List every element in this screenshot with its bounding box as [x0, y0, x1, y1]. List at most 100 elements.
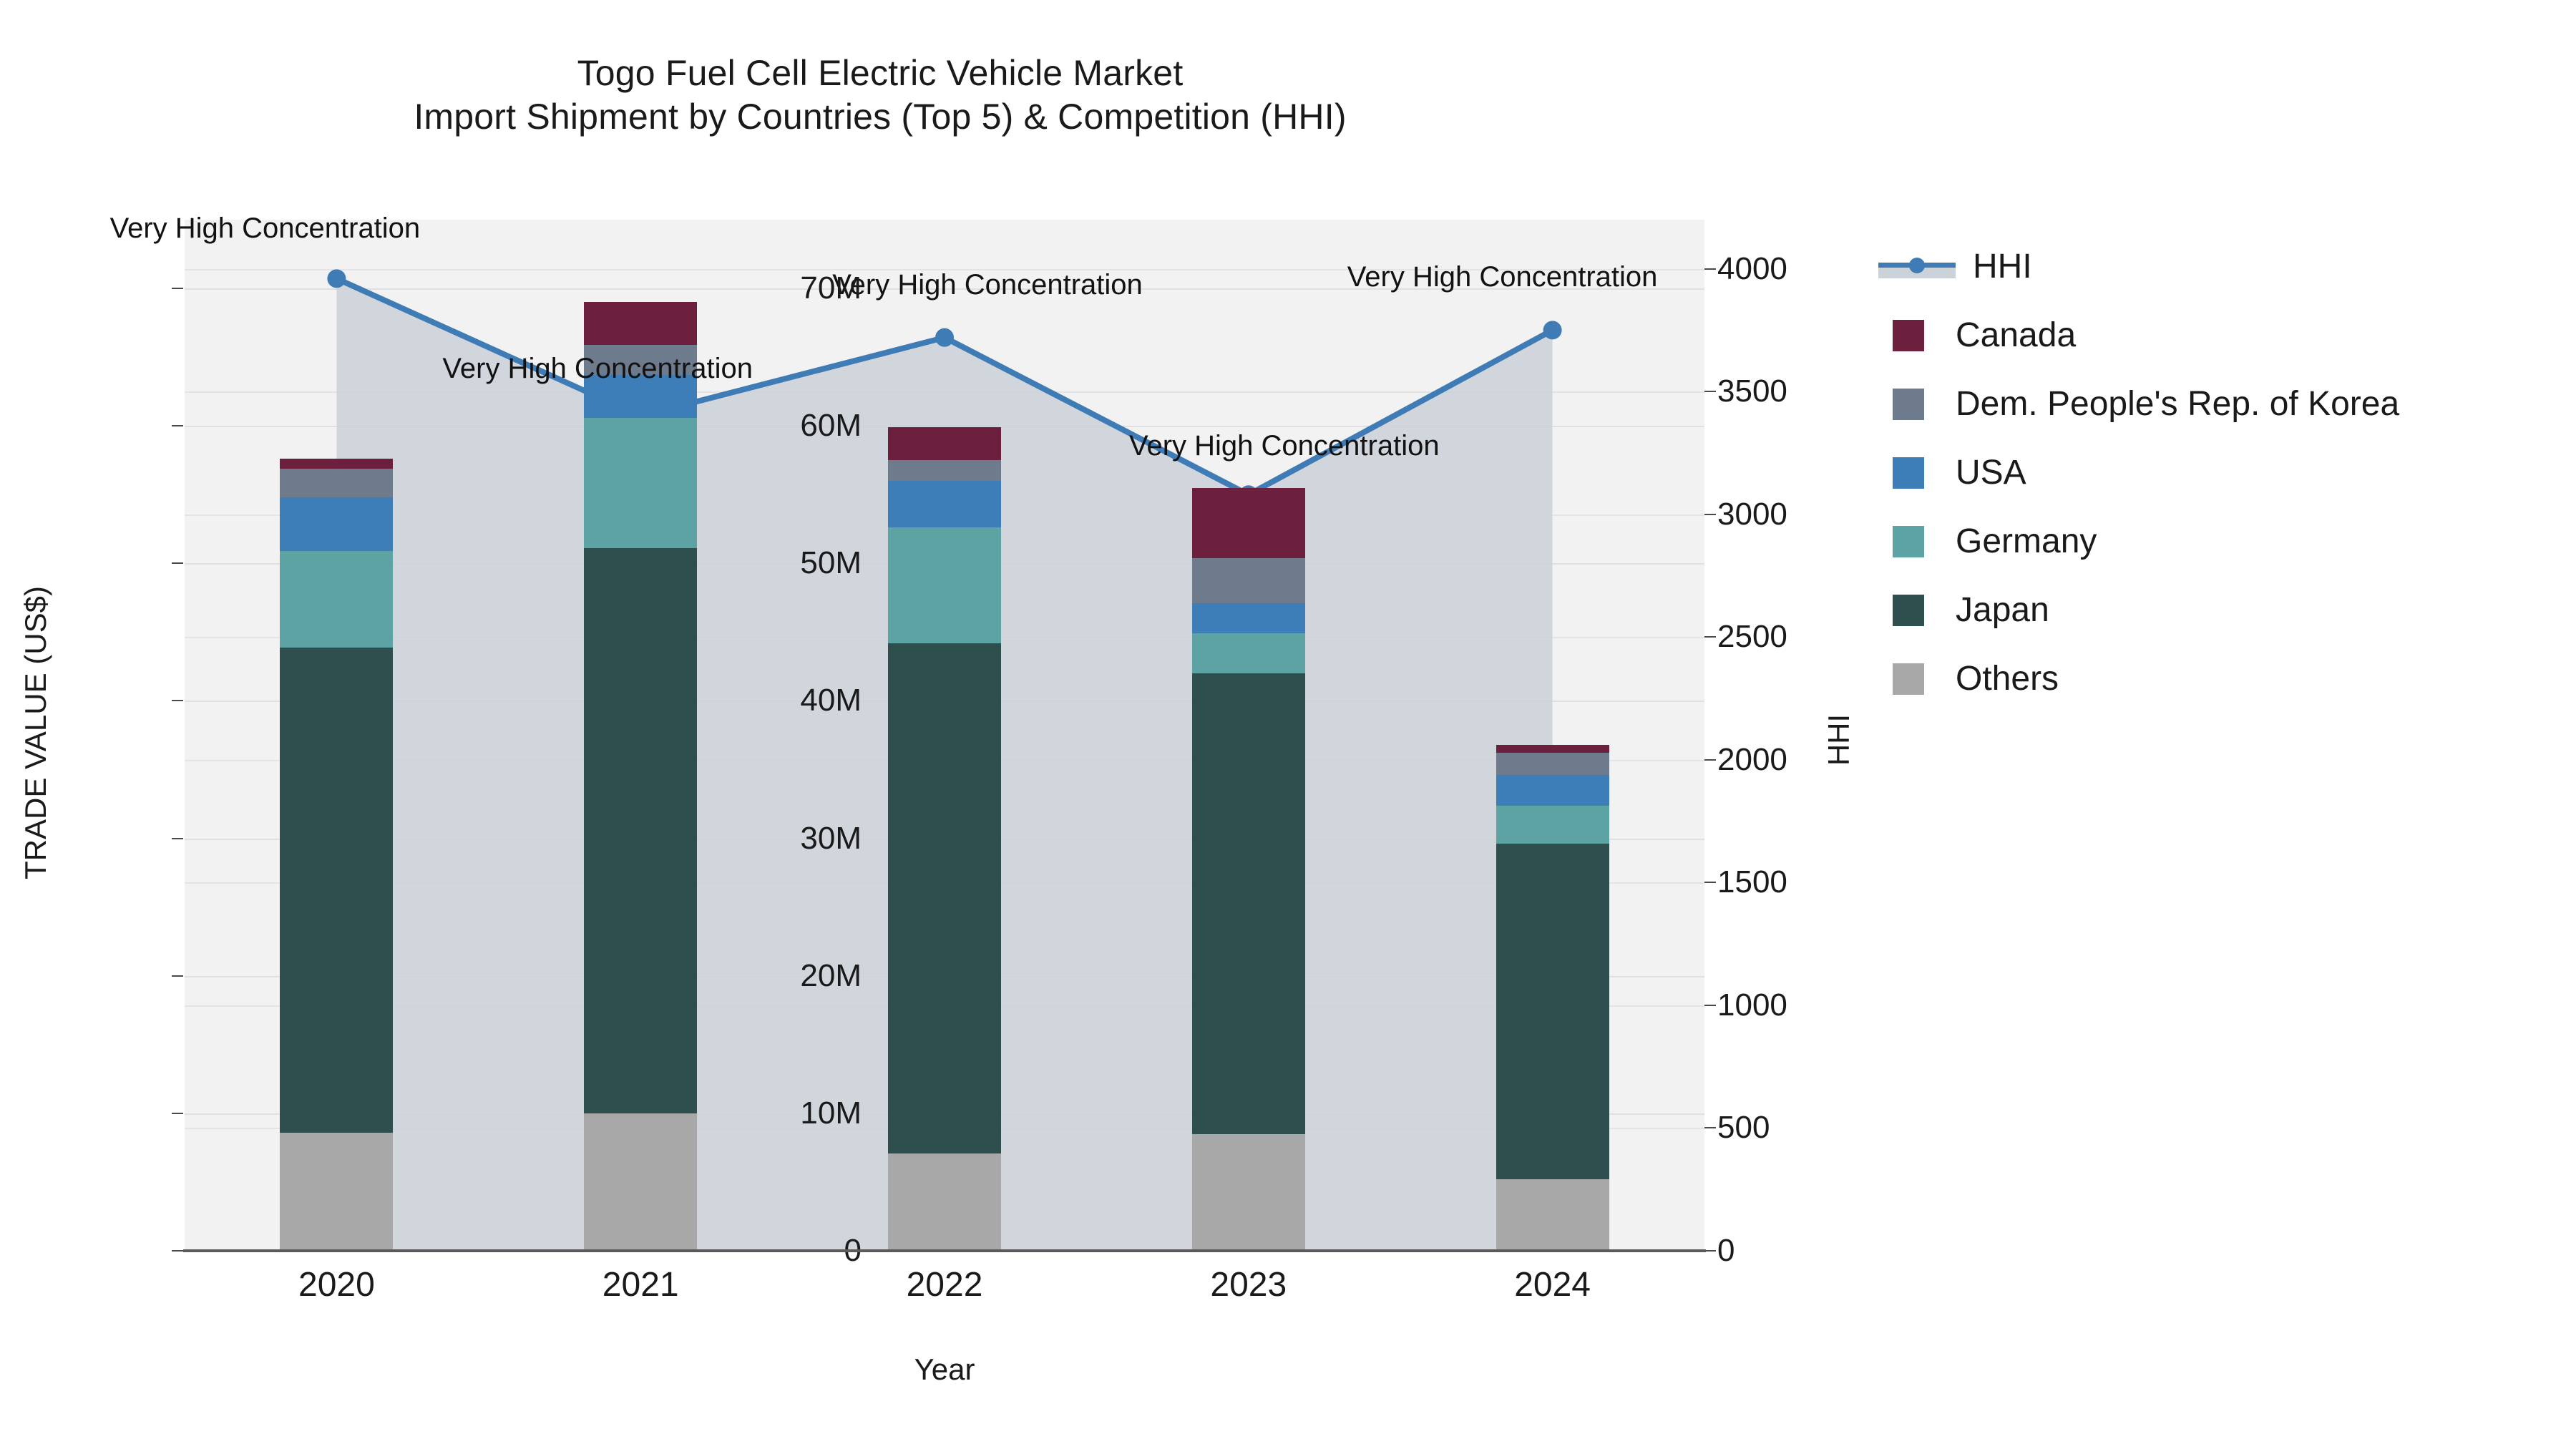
y-axis-left-tickmark — [172, 1112, 183, 1114]
y-axis-right-tick-label: 4000 — [1717, 250, 1787, 286]
legend-item-label: Dem. People's Rep. of Korea — [1956, 385, 2400, 423]
y-axis-left-tickmark — [172, 700, 183, 702]
y-axis-right-tickmark — [1704, 513, 1716, 515]
hhi-marker[interactable] — [1543, 321, 1562, 340]
legend-line-dot — [1909, 258, 1925, 273]
y-axis-left-tickmark — [172, 288, 183, 290]
y-axis-left-tickmark — [172, 562, 183, 565]
legend-color-swatch — [1893, 389, 1924, 420]
x-axis-tick-label: 2024 — [1514, 1266, 1591, 1304]
concentration-annotation: Very High Concentration — [1129, 430, 1440, 462]
bar-segment[interactable] — [280, 459, 394, 469]
legend-item[interactable]: HHI — [1878, 233, 2558, 301]
bar-group — [584, 220, 698, 1251]
y-axis-left-tickmark — [172, 975, 183, 977]
bar-segment[interactable] — [280, 551, 394, 648]
bar-segment[interactable] — [280, 1132, 394, 1251]
bar-group — [1496, 220, 1609, 1251]
y-axis-right-tick-label: 3500 — [1717, 374, 1787, 409]
legend-item[interactable]: Others — [1878, 645, 2558, 713]
y-axis-right-tick-label: 0 — [1717, 1233, 1735, 1268]
y-axis-right-tick-label: 2500 — [1717, 619, 1787, 655]
bar-segment[interactable] — [1496, 753, 1609, 776]
legend-item[interactable]: Germany — [1878, 507, 2558, 576]
bar-segment[interactable] — [280, 468, 394, 498]
legend-item-label: Japan — [1956, 591, 2049, 629]
bar-segment[interactable] — [1191, 673, 1305, 1134]
legend-item[interactable]: Canada — [1878, 301, 2558, 370]
bar-segment[interactable] — [888, 1153, 1001, 1251]
legend-color-swatch — [1893, 663, 1924, 695]
x-axis-tick-label: 2021 — [602, 1266, 679, 1304]
y-axis-left-tick-label: 10M — [800, 1095, 862, 1131]
bar-segment[interactable] — [584, 302, 698, 345]
bar-segment[interactable] — [584, 344, 698, 376]
y-axis-left-tickmark — [172, 837, 183, 839]
y-axis-left-tick-label: 60M — [800, 408, 862, 444]
bar-segment[interactable] — [1496, 844, 1609, 1180]
bar-segment[interactable] — [888, 481, 1001, 528]
y-axis-left-title: TRADE VALUE (US$) — [19, 586, 52, 879]
legend-line-icon — [1878, 251, 1956, 283]
y-axis-left-tick-label: 30M — [800, 820, 862, 856]
y-axis-right-tickmark — [1704, 1004, 1716, 1006]
hhi-marker[interactable] — [327, 269, 346, 288]
y-axis-right-tick-label: 1500 — [1717, 864, 1787, 900]
chart-title-line2: Import Shipment by Countries (Top 5) & C… — [414, 97, 1347, 137]
y-axis-left-tickmark — [172, 425, 183, 427]
bar-segment[interactable] — [888, 527, 1001, 643]
concentration-annotation: Very High Concentration — [1347, 261, 1658, 293]
bar-segment[interactable] — [888, 460, 1001, 482]
bar-segment[interactable] — [888, 643, 1001, 1153]
bar-segment[interactable] — [584, 417, 698, 549]
legend-color-swatch — [1893, 595, 1924, 626]
bar-segment[interactable] — [280, 647, 394, 1133]
y-axis-right-tickmark — [1704, 1250, 1716, 1252]
bar-segment[interactable] — [1496, 775, 1609, 806]
y-axis-right-tickmark — [1704, 882, 1716, 884]
bar-segment[interactable] — [1191, 1133, 1305, 1251]
bar-group — [1191, 220, 1305, 1251]
legend-color-swatch — [1893, 526, 1924, 557]
bar-group — [280, 220, 394, 1251]
bar-segment[interactable] — [1191, 487, 1305, 558]
bar-segment[interactable] — [584, 548, 698, 1113]
x-axis-tick-label: 2022 — [906, 1266, 983, 1304]
bar-segment[interactable] — [1191, 557, 1305, 604]
concentration-annotation: Very High Concentration — [832, 268, 1143, 301]
bar-segment[interactable] — [888, 427, 1001, 461]
gridline-horizontal — [185, 288, 1704, 291]
legend-item-label: USA — [1956, 454, 2026, 492]
bar-group — [888, 220, 1001, 1251]
x-axis-title: Year — [914, 1352, 975, 1386]
legend-item[interactable]: USA — [1878, 439, 2558, 507]
y-axis-right-tickmark — [1704, 758, 1716, 761]
y-axis-right-title: HHI — [1822, 713, 1855, 766]
y-axis-right-tick-label: 2000 — [1717, 741, 1787, 777]
legend-item[interactable]: Japan — [1878, 576, 2558, 645]
legend-item[interactable]: Dem. People's Rep. of Korea — [1878, 370, 2558, 439]
legend: HHI Canada Dem. People's Rep. of Korea USA G… — [1878, 233, 2558, 713]
plot-area: Very High Concentration Very High Concent… — [110, 213, 1704, 1252]
bar-segment[interactable] — [1496, 744, 1609, 753]
y-axis-left-tickmark — [172, 1250, 183, 1252]
bar-segment[interactable] — [1496, 1179, 1609, 1251]
bar-segment[interactable] — [584, 1113, 698, 1251]
y-axis-right-tickmark — [1704, 636, 1716, 638]
bar-segment[interactable] — [584, 375, 698, 418]
legend-item-label: HHI — [1973, 248, 2032, 286]
gridline-horizontal-secondary — [185, 268, 1704, 270]
chart-title-line1: Togo Fuel Cell Electric Vehicle Market — [577, 53, 1184, 93]
bar-segment[interactable] — [1496, 805, 1609, 844]
y-axis-left-tick-label: 40M — [800, 683, 862, 718]
bar-segment[interactable] — [1191, 603, 1305, 634]
hhi-marker[interactable] — [935, 328, 954, 347]
legend-color-swatch — [1893, 457, 1924, 489]
bar-segment[interactable] — [280, 497, 394, 552]
bar-segment[interactable] — [1191, 633, 1305, 674]
y-axis-left-tick-label: 50M — [800, 545, 862, 581]
y-axis-right-tick-label: 3000 — [1717, 496, 1787, 532]
legend-item-label: Germany — [1956, 522, 2097, 560]
concentration-annotation: Very High Concentration — [442, 353, 753, 385]
